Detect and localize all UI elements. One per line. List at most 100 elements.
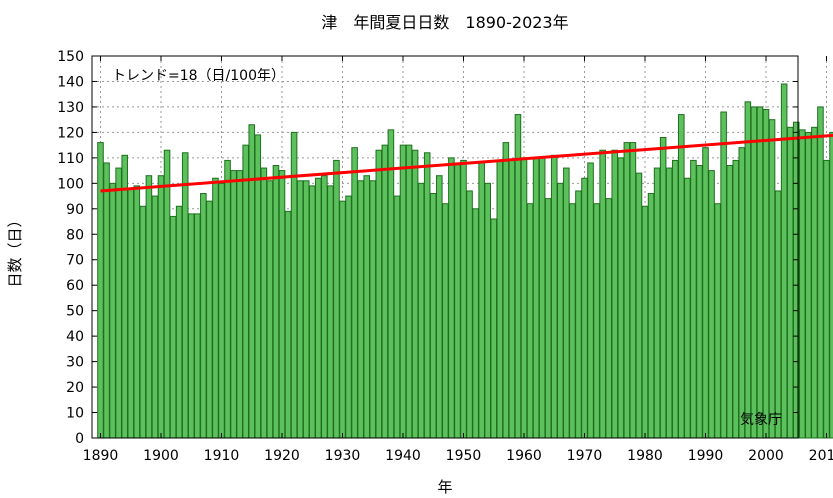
bar (496, 159, 504, 439)
bar (97, 142, 104, 439)
bar (690, 159, 697, 439)
bar (823, 159, 830, 439)
bar (726, 165, 733, 439)
bar (442, 203, 449, 439)
bar (200, 193, 207, 439)
y-tick-label: 140 (57, 74, 84, 90)
bar (708, 170, 715, 439)
bar (187, 213, 195, 439)
bar (169, 215, 177, 439)
y-tick-label: 120 (57, 125, 84, 141)
trend-label: トレンド=18（日/100年） (112, 68, 285, 84)
bar (665, 167, 673, 439)
bar (145, 175, 153, 439)
x-tick-label: 1980 (627, 448, 663, 464)
bar (641, 205, 649, 439)
bar (593, 203, 600, 439)
x-tick-label: 1910 (204, 448, 240, 464)
bar (490, 218, 498, 439)
bar (405, 144, 413, 439)
bar (544, 198, 552, 439)
bar (194, 213, 201, 439)
bar (526, 203, 534, 439)
bar (780, 83, 788, 439)
bar (599, 149, 606, 439)
bar (296, 180, 304, 439)
x-axis-label: 年 (437, 478, 452, 496)
bar (417, 182, 425, 439)
bar (308, 185, 316, 439)
bar (744, 101, 752, 439)
bar (429, 193, 437, 439)
bar (127, 187, 135, 439)
plot-frame (91, 55, 799, 439)
bar (278, 170, 286, 439)
bar (653, 167, 661, 439)
bar (181, 152, 189, 439)
bar (399, 144, 407, 439)
y-tick-label: 130 (57, 100, 84, 116)
bar (121, 154, 128, 439)
bar (133, 185, 141, 439)
bar (212, 177, 219, 439)
trend-line (100, 133, 833, 193)
bar (768, 119, 776, 439)
bar (321, 175, 328, 439)
x-tick-label: 1920 (264, 448, 300, 464)
bar (581, 177, 588, 439)
bar (109, 182, 116, 439)
bar (248, 124, 256, 439)
bar (151, 195, 159, 439)
x-tick-label: 2000 (748, 448, 784, 464)
bar (260, 167, 268, 439)
bar (224, 159, 231, 439)
x-tick-label: 1940 (385, 448, 421, 464)
bar (647, 193, 655, 439)
y-tick-label: 70 (66, 253, 84, 269)
y-tick-label: 50 (66, 304, 84, 320)
y-tick-label: 90 (66, 202, 84, 218)
bar (290, 131, 298, 439)
bar (799, 129, 806, 439)
bar (514, 114, 522, 439)
bar (266, 180, 274, 439)
bar (448, 157, 455, 439)
y-tick-label: 100 (57, 176, 84, 192)
bar (369, 180, 377, 439)
bar (302, 180, 310, 439)
trend-line-group (100, 133, 833, 193)
bar (762, 108, 770, 439)
bar (538, 157, 546, 439)
bar (157, 175, 165, 439)
x-tick-label: 1970 (567, 448, 603, 464)
bar (714, 203, 721, 439)
bar (738, 147, 746, 439)
y-axis-ticks: 0 10 20 30 40 50 60 70 80 90 100 110 120 130 140 150 (57, 49, 798, 447)
bar (557, 182, 564, 439)
bar (659, 136, 667, 439)
bar (587, 162, 594, 439)
bar (629, 142, 637, 439)
bar (327, 185, 334, 439)
bar (750, 106, 758, 439)
bar (218, 182, 225, 439)
bar (339, 200, 346, 439)
x-tick-label: 1960 (506, 448, 542, 464)
bar (702, 147, 709, 439)
chart-title: 津 年間夏日日数 1890-2023年 (321, 13, 568, 32)
bar (720, 111, 727, 439)
y-axis-label: 日数（日） (6, 212, 24, 287)
bar (671, 159, 679, 439)
bar (817, 106, 824, 439)
bar (563, 167, 570, 439)
x-tick-label: 1890 (83, 448, 119, 464)
x-tick-label: 1950 (446, 448, 482, 464)
x-tick-label: 1900 (143, 448, 179, 464)
bar (466, 190, 473, 439)
bar (436, 175, 443, 439)
bar (230, 170, 237, 439)
bar (756, 106, 764, 439)
bar (623, 142, 631, 439)
bar (423, 152, 431, 439)
x-tick-label: 1990 (688, 448, 724, 464)
